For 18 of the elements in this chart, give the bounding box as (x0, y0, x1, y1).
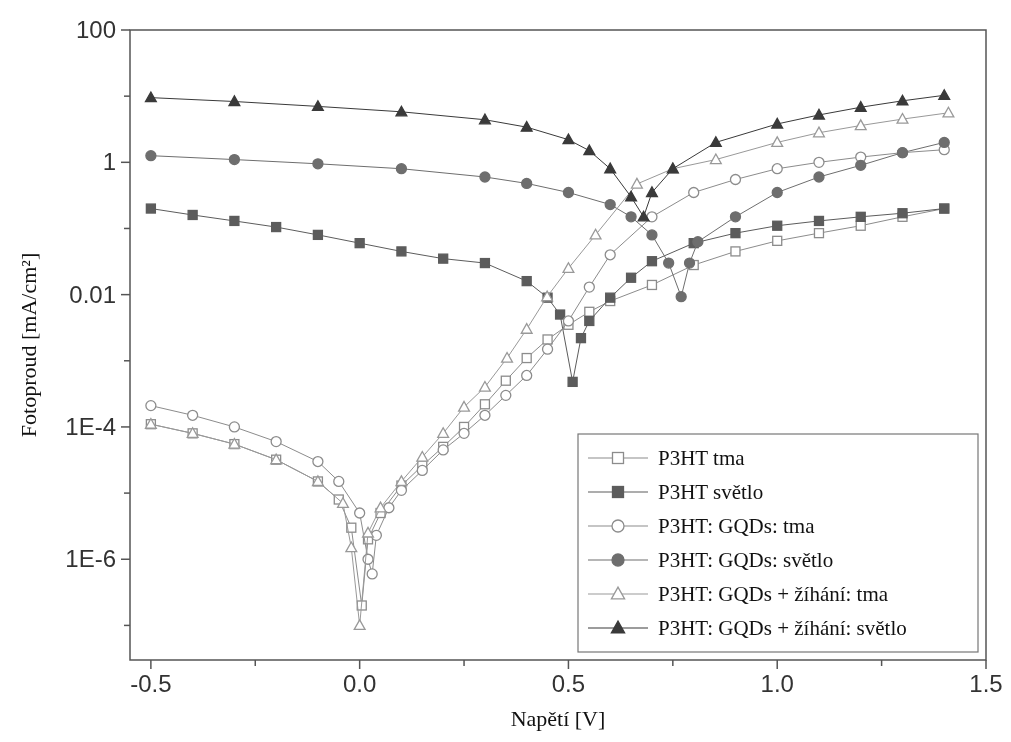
y-tick-label: 1 (102, 148, 116, 176)
x-tick-label: 0.5 (551, 670, 586, 697)
y-tick-label: 100 (75, 16, 116, 43)
y-tick-label: 0.01 (69, 280, 116, 308)
y-axis-title: Fotoproud [mA/cm²] (16, 252, 41, 438)
text: 0.0 (342, 670, 377, 697)
x-tick-label: -0.5 (130, 670, 172, 697)
y-tick-label: 1E-4 (65, 412, 116, 440)
x-axis-title: Napětí [V] (510, 706, 606, 731)
legend-label: P3HT: GQDs: světlo (658, 548, 834, 572)
y-tick-label: 1E-6 (65, 545, 116, 573)
legend-label: P3HT světlo (658, 480, 764, 504)
text: 1.0 (760, 670, 794, 697)
legend-label: P3HT: GQDs: tma (658, 514, 816, 538)
legend-label: P3HT tma (658, 446, 746, 470)
x-tick-label: 1.5 (969, 670, 1003, 697)
legend-label: P3HT: GQDs + žíhání: světlo (658, 616, 907, 640)
legend-label: P3HT: GQDs + žíhání: tma (658, 582, 889, 606)
